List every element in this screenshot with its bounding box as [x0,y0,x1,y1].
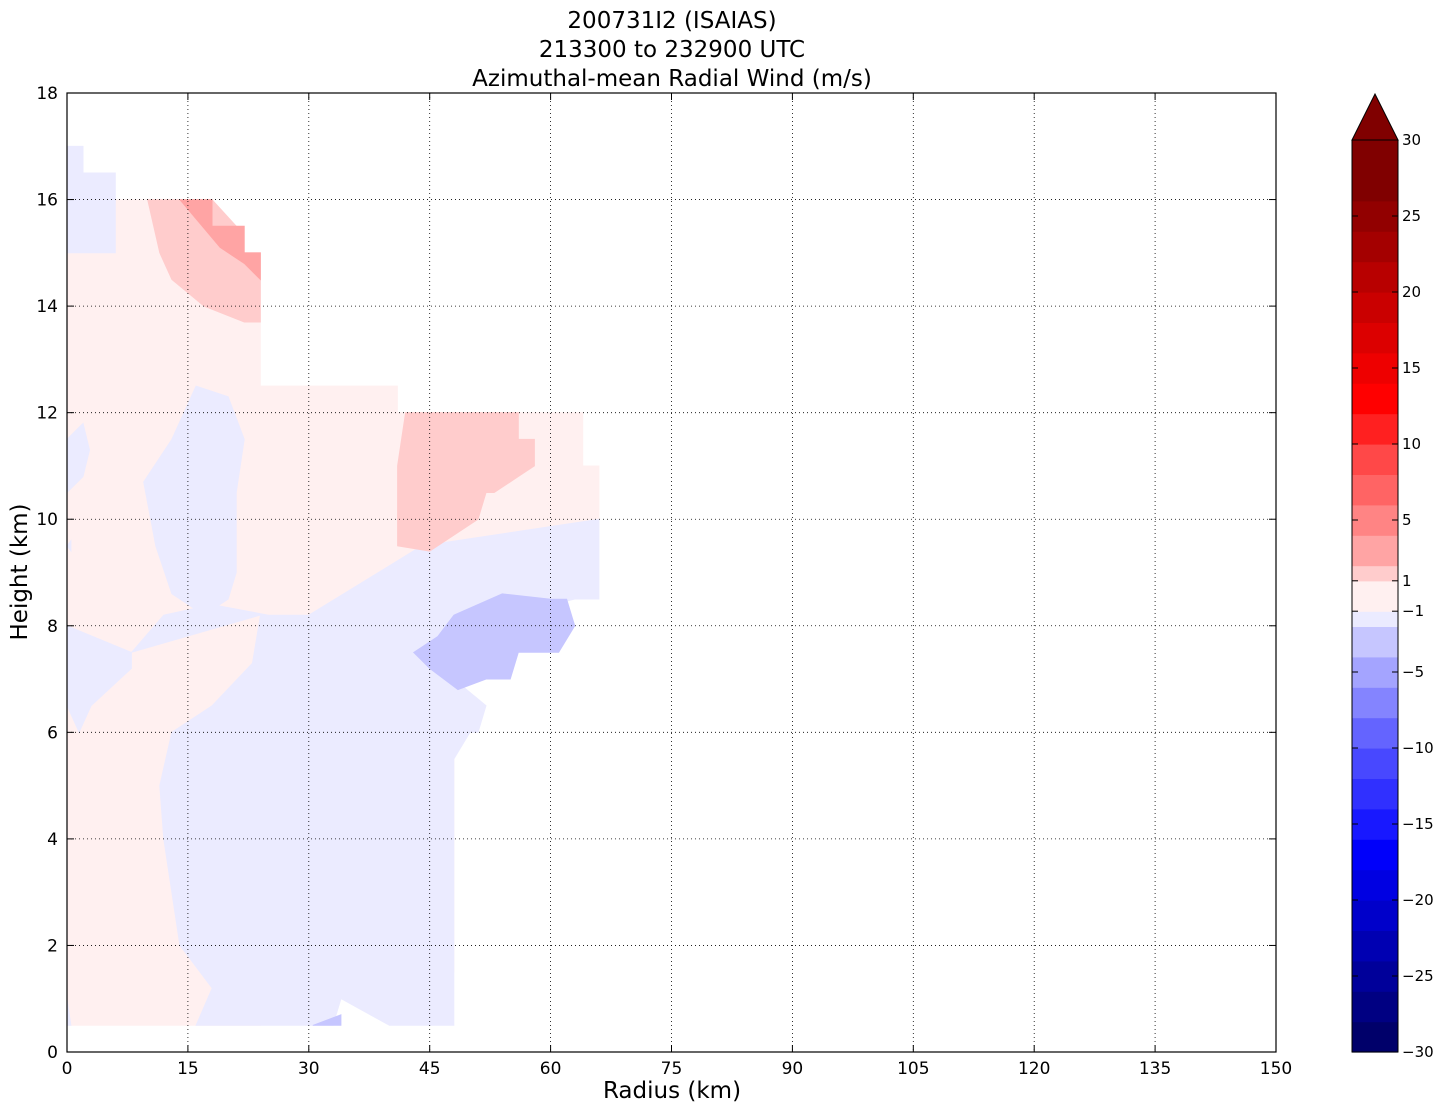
colorbar-segment [1352,170,1398,202]
x-tick-label: 90 [782,1059,804,1079]
colorbar-segment [1352,626,1398,658]
colorbar-segment [1352,322,1398,354]
colorbar-segment [1352,900,1398,931]
colorbar-segment [1352,261,1398,293]
colorbar-segment [1352,565,1398,582]
y-tick-label: 6 [47,723,58,743]
colorbar-frame [1351,139,1399,1053]
y-tick-label: 12 [36,404,58,424]
x-tick-label: 15 [177,1059,199,1079]
y-tick-label: 16 [36,191,58,211]
colorbar-segment [1352,444,1398,475]
colorbar-tick-label: 20 [1402,283,1421,301]
x-tick-label: 120 [1018,1059,1050,1079]
colorbar-segment [1352,778,1398,810]
chart-title-line-2: 213300 to 232900 UTC [539,37,805,63]
x-axis-label: Radius (km) [603,1078,741,1104]
contour-region-2-0 [412,593,576,691]
colorbar-segment [1352,748,1398,779]
colorbar-tick-label: −10 [1402,739,1434,757]
y-tick-label: 4 [47,830,58,850]
colorbar-tick-label: 1 [1402,572,1412,590]
x-tick-label: 60 [540,1059,562,1079]
colorbar-segment [1352,656,1398,688]
x-tick-label: 0 [62,1059,73,1079]
colorbar-segment [1352,231,1398,263]
colorbar-tick-label: −30 [1402,1043,1434,1061]
colorbar-segment [1352,200,1398,232]
colorbar-segment [1352,413,1398,445]
contour-region-1-2 [66,539,72,553]
contour-region-3-1 [397,412,535,552]
colorbar-segment [1352,839,1398,871]
colorbar-tick-label: −5 [1402,663,1424,681]
colorbar-tick-label: −1 [1402,602,1424,620]
colorbar-tick-label: 5 [1402,511,1412,529]
colorbar-extend-arrow [1351,92,1399,141]
x-axis-ticks: 0 15 30 45 60 75 90 105 120 135 150 [62,93,1292,1079]
colorbar-segment [1352,808,1398,840]
colorbar-tick-label: 10 [1402,435,1421,453]
colorbar-segment [1352,535,1398,567]
colorbar-tick-label: 25 [1402,207,1421,225]
y-tick-label: 14 [36,297,58,317]
x-tick-label: 45 [419,1059,441,1079]
colorbar-segment [1352,869,1398,901]
grid-lines [67,93,1276,1052]
colorbar-tick-label: −25 [1402,967,1434,985]
x-tick-label: 135 [1139,1059,1171,1079]
colorbar-segment [1352,292,1398,323]
colorbar-segment [1352,504,1398,536]
colorbar-segment [1352,687,1398,719]
colorbar-segment [1352,717,1398,749]
contour-fills [66,145,600,1026]
colorbar-segment [1352,611,1398,627]
colorbar-tick-label: 30 [1402,131,1421,149]
chart-title-line-1: 200731I2 (ISAIAS) [567,8,776,34]
y-tick-label: 10 [36,510,58,530]
y-axis-label: Height (km) [7,503,33,640]
colorbar-segment [1352,580,1398,612]
contour-region-2-1 [312,1014,342,1026]
y-tick-label: 2 [47,936,58,956]
colorbar-tick-label: 15 [1402,359,1421,377]
x-tick-label: 105 [897,1059,929,1079]
y-tick-label: 0 [47,1043,58,1063]
colorbar-segment [1352,991,1398,1023]
colorbar-segment [1352,383,1398,415]
colorbar-segment [1352,960,1398,992]
colorbar-tick-label: −15 [1402,815,1434,833]
colorbar-segment [1352,930,1398,962]
contour-region-1-1 [143,385,245,616]
colorbar-segment [1352,352,1398,384]
colorbar-segment [1352,140,1398,171]
y-axis-ticks: 0 2 4 6 8 10 12 14 16 18 [36,84,1276,1063]
y-tick-label: 8 [47,617,58,637]
colorbar-segment [1352,474,1398,506]
contour-region-4-0 [178,199,261,281]
x-tick-label: 150 [1260,1059,1292,1079]
x-tick-label: 30 [298,1059,320,1079]
y-tick-label: 18 [36,84,58,104]
chart-title-line-3: Azimuthal-mean Radial Wind (m/s) [472,66,872,92]
colorbar-segment [1352,1021,1398,1053]
colorbar-tick-label: −20 [1402,891,1434,909]
colorbar [1351,92,1399,1053]
x-tick-label: 75 [661,1059,683,1079]
